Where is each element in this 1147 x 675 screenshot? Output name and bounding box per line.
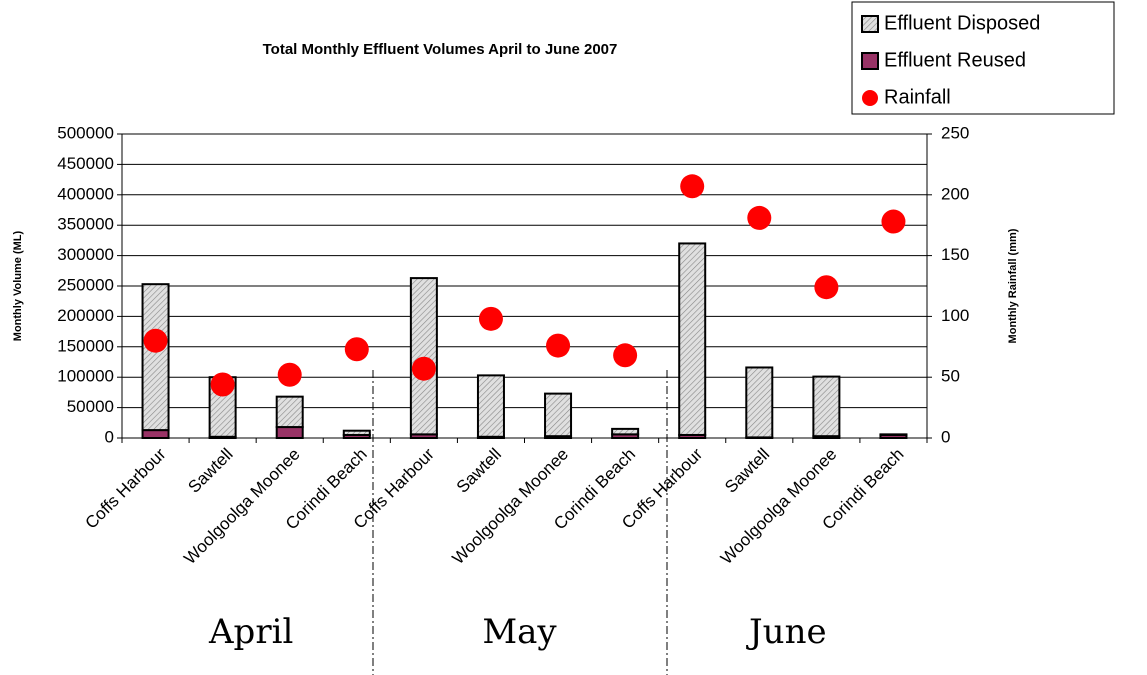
y-axis-label: Monthly Volume (ML) <box>12 230 24 341</box>
y-tick-label: 250000 <box>57 275 114 294</box>
y2-tick-label: 150 <box>941 245 969 264</box>
y2-tick-label: 250 <box>941 123 969 142</box>
x-tick-label: Woolgoolga Moonee <box>717 445 840 568</box>
bar-segment <box>409 277 438 436</box>
bar-segment <box>544 392 573 438</box>
y2-tick-label: 100 <box>941 306 969 325</box>
bar-segment <box>141 429 170 440</box>
month-label: May <box>482 612 557 652</box>
y-tick-label: 400000 <box>57 184 114 203</box>
bar-segment <box>745 366 774 439</box>
legend-marker <box>861 15 879 33</box>
rainfall-point <box>546 333 571 358</box>
y2-tick-label: 200 <box>941 184 969 203</box>
y-tick-label: 500000 <box>57 123 114 142</box>
x-tick-label: Sawtell <box>184 445 236 497</box>
y-tick-label: 0 <box>105 427 114 446</box>
legend-box <box>851 1 1115 115</box>
bar-segment <box>678 242 707 436</box>
x-tick-label: Woolgoolga Moonee <box>180 445 303 568</box>
bar-segment <box>812 375 841 438</box>
x-tick-label: Woolgoolga Moonee <box>449 445 572 568</box>
rainfall-point <box>881 209 906 234</box>
rainfall-point <box>411 356 436 381</box>
rainfall-point <box>613 343 638 368</box>
bar-segment <box>342 429 371 436</box>
rainfall-point <box>747 205 772 230</box>
y2-axis-label: Monthly Rainfall (mm) <box>1007 228 1019 343</box>
x-tick-label: Sawtell <box>721 445 773 497</box>
y-tick-label: 450000 <box>57 154 114 173</box>
legend-marker <box>861 52 879 70</box>
bar-segment <box>275 395 304 429</box>
bar-segment <box>611 427 640 436</box>
y-tick-label: 300000 <box>57 245 114 264</box>
y-tick-label: 350000 <box>57 215 114 234</box>
month-label: June <box>746 612 827 652</box>
x-tick-label: Sawtell <box>453 445 505 497</box>
rainfall-point <box>680 174 705 199</box>
y-tick-label: 200000 <box>57 306 114 325</box>
y-tick-label: 150000 <box>57 336 114 355</box>
rainfall-point <box>210 372 235 397</box>
y-tick-label: 50000 <box>67 397 114 416</box>
legend-label: Effluent Disposed <box>884 12 1040 34</box>
bar-segment <box>275 426 304 439</box>
legend-marker <box>862 90 878 106</box>
x-tick-label: Coffs Harbour <box>81 444 169 532</box>
y2-tick-label: 0 <box>941 427 950 446</box>
chart-title: Total Monthly Effluent Volumes April to … <box>263 41 618 58</box>
month-label: April <box>208 612 293 652</box>
rainfall-point <box>478 306 503 331</box>
y-tick-label: 100000 <box>57 367 114 386</box>
bar-segment <box>476 374 505 438</box>
legend-label: Effluent Reused <box>884 49 1026 71</box>
legend-label: Rainfall <box>884 86 951 108</box>
rainfall-point <box>344 337 369 362</box>
rainfall-point <box>814 275 839 300</box>
rainfall-point <box>143 328 168 353</box>
bar-segment <box>879 433 908 436</box>
y2-tick-label: 50 <box>941 367 960 386</box>
rainfall-point <box>277 362 302 387</box>
bar-segment <box>141 283 170 432</box>
